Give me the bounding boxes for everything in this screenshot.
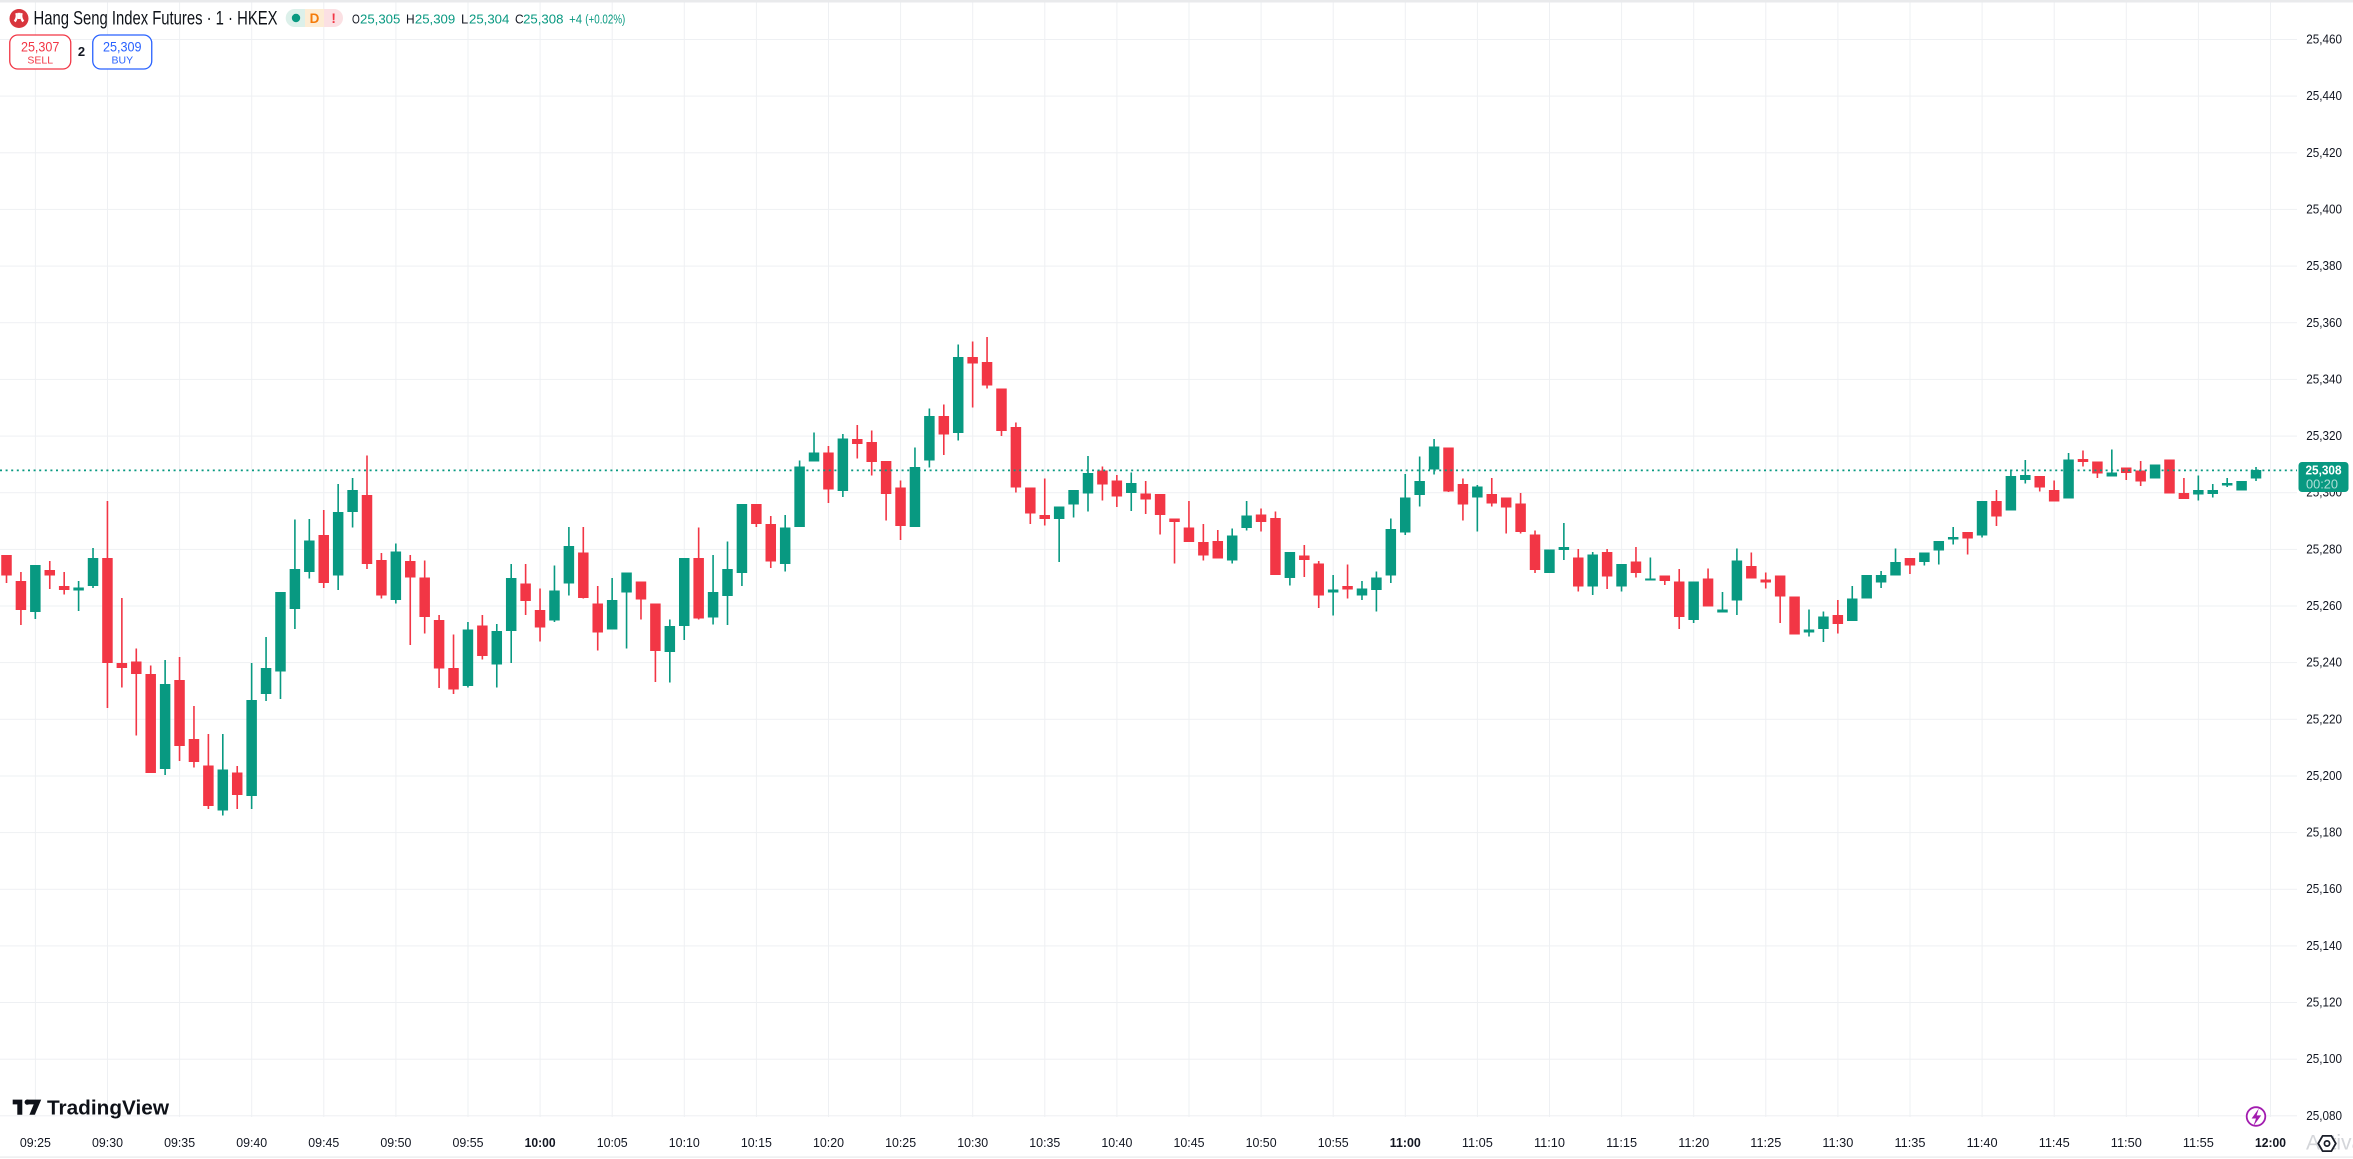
svg-text:11:45: 11:45: [2039, 1135, 2070, 1150]
svg-text:25,160: 25,160: [2306, 882, 2342, 896]
svg-text:10:05: 10:05: [597, 1135, 628, 1150]
svg-text:25,460: 25,460: [2306, 33, 2342, 47]
svg-text:+4: +4: [569, 12, 582, 27]
svg-text:09:30: 09:30: [92, 1135, 123, 1150]
svg-text:11:50: 11:50: [2111, 1135, 2142, 1150]
svg-text:25,308: 25,308: [523, 12, 563, 27]
svg-text:25,280: 25,280: [2306, 542, 2342, 556]
svg-text:10:30: 10:30: [957, 1135, 988, 1150]
svg-text:2: 2: [78, 44, 85, 59]
svg-text:25,304: 25,304: [469, 12, 509, 27]
svg-text:D: D: [310, 11, 320, 26]
svg-text:25,320: 25,320: [2306, 429, 2342, 443]
svg-text:25,309: 25,309: [415, 12, 455, 27]
svg-text:25,180: 25,180: [2306, 826, 2342, 840]
svg-text:25,200: 25,200: [2306, 769, 2342, 783]
svg-text:C: C: [515, 12, 524, 27]
svg-text:11:05: 11:05: [1462, 1135, 1493, 1150]
svg-text:25,220: 25,220: [2306, 712, 2342, 726]
svg-text:25,420: 25,420: [2306, 146, 2342, 160]
svg-text:25,308: 25,308: [2306, 463, 2342, 478]
svg-text:SELL: SELL: [27, 55, 53, 67]
svg-text:25,309: 25,309: [103, 40, 142, 55]
svg-text:BUY: BUY: [112, 55, 134, 67]
svg-text:10:45: 10:45: [1174, 1135, 1205, 1150]
svg-text:10:55: 10:55: [1318, 1135, 1349, 1150]
svg-text:25,120: 25,120: [2306, 996, 2342, 1010]
svg-text:10:15: 10:15: [741, 1135, 772, 1150]
svg-text:25,400: 25,400: [2306, 202, 2342, 216]
svg-text:!: !: [331, 11, 336, 26]
svg-text:09:25: 09:25: [20, 1135, 51, 1150]
svg-text:10:35: 10:35: [1029, 1135, 1060, 1150]
svg-text:10:20: 10:20: [813, 1135, 844, 1150]
svg-text:O: O: [352, 12, 360, 27]
svg-text:25,360: 25,360: [2306, 316, 2342, 330]
svg-text:09:35: 09:35: [164, 1135, 195, 1150]
svg-text:25,380: 25,380: [2306, 259, 2342, 273]
svg-text:25,305: 25,305: [360, 12, 400, 27]
svg-text:11:40: 11:40: [1967, 1135, 1998, 1150]
svg-text:10:50: 10:50: [1246, 1135, 1277, 1150]
svg-text:11:30: 11:30: [1822, 1135, 1853, 1150]
svg-text:TradingView: TradingView: [47, 1097, 169, 1120]
svg-text:25,307: 25,307: [21, 40, 60, 55]
svg-text:Hang Seng Index Futures · 1 ·: Hang Seng Index Futures · 1 · HKEX: [34, 9, 278, 30]
svg-text:11:10: 11:10: [1534, 1135, 1565, 1150]
svg-text:H: H: [406, 12, 415, 27]
svg-text:00:20: 00:20: [2306, 477, 2338, 492]
svg-text:L: L: [461, 12, 468, 27]
svg-text:11:20: 11:20: [1678, 1135, 1709, 1150]
svg-text:10:10: 10:10: [669, 1135, 700, 1150]
svg-text:25,240: 25,240: [2306, 656, 2342, 670]
svg-text:11:35: 11:35: [1895, 1135, 1926, 1150]
svg-text:25,340: 25,340: [2306, 372, 2342, 386]
svg-text:10:40: 10:40: [1101, 1135, 1132, 1150]
svg-text:11:55: 11:55: [2183, 1135, 2214, 1150]
svg-text:10:25: 10:25: [885, 1135, 916, 1150]
svg-text:25,080: 25,080: [2306, 1109, 2342, 1123]
svg-text:25,100: 25,100: [2306, 1052, 2342, 1066]
svg-text:11:00: 11:00: [1390, 1135, 1421, 1150]
svg-text:12:00: 12:00: [2255, 1135, 2286, 1150]
svg-text:09:50: 09:50: [380, 1135, 411, 1150]
svg-text:09:40: 09:40: [236, 1135, 267, 1150]
svg-text:10:00: 10:00: [525, 1135, 556, 1150]
svg-text:11:25: 11:25: [1750, 1135, 1781, 1150]
svg-text:25,440: 25,440: [2306, 89, 2342, 103]
svg-text:11:15: 11:15: [1606, 1135, 1637, 1150]
svg-text:09:45: 09:45: [308, 1135, 339, 1150]
svg-text:25,260: 25,260: [2306, 599, 2342, 613]
svg-text:09:55: 09:55: [453, 1135, 484, 1150]
svg-text:25,140: 25,140: [2306, 939, 2342, 953]
svg-text:(+0.02%): (+0.02%): [585, 12, 625, 27]
